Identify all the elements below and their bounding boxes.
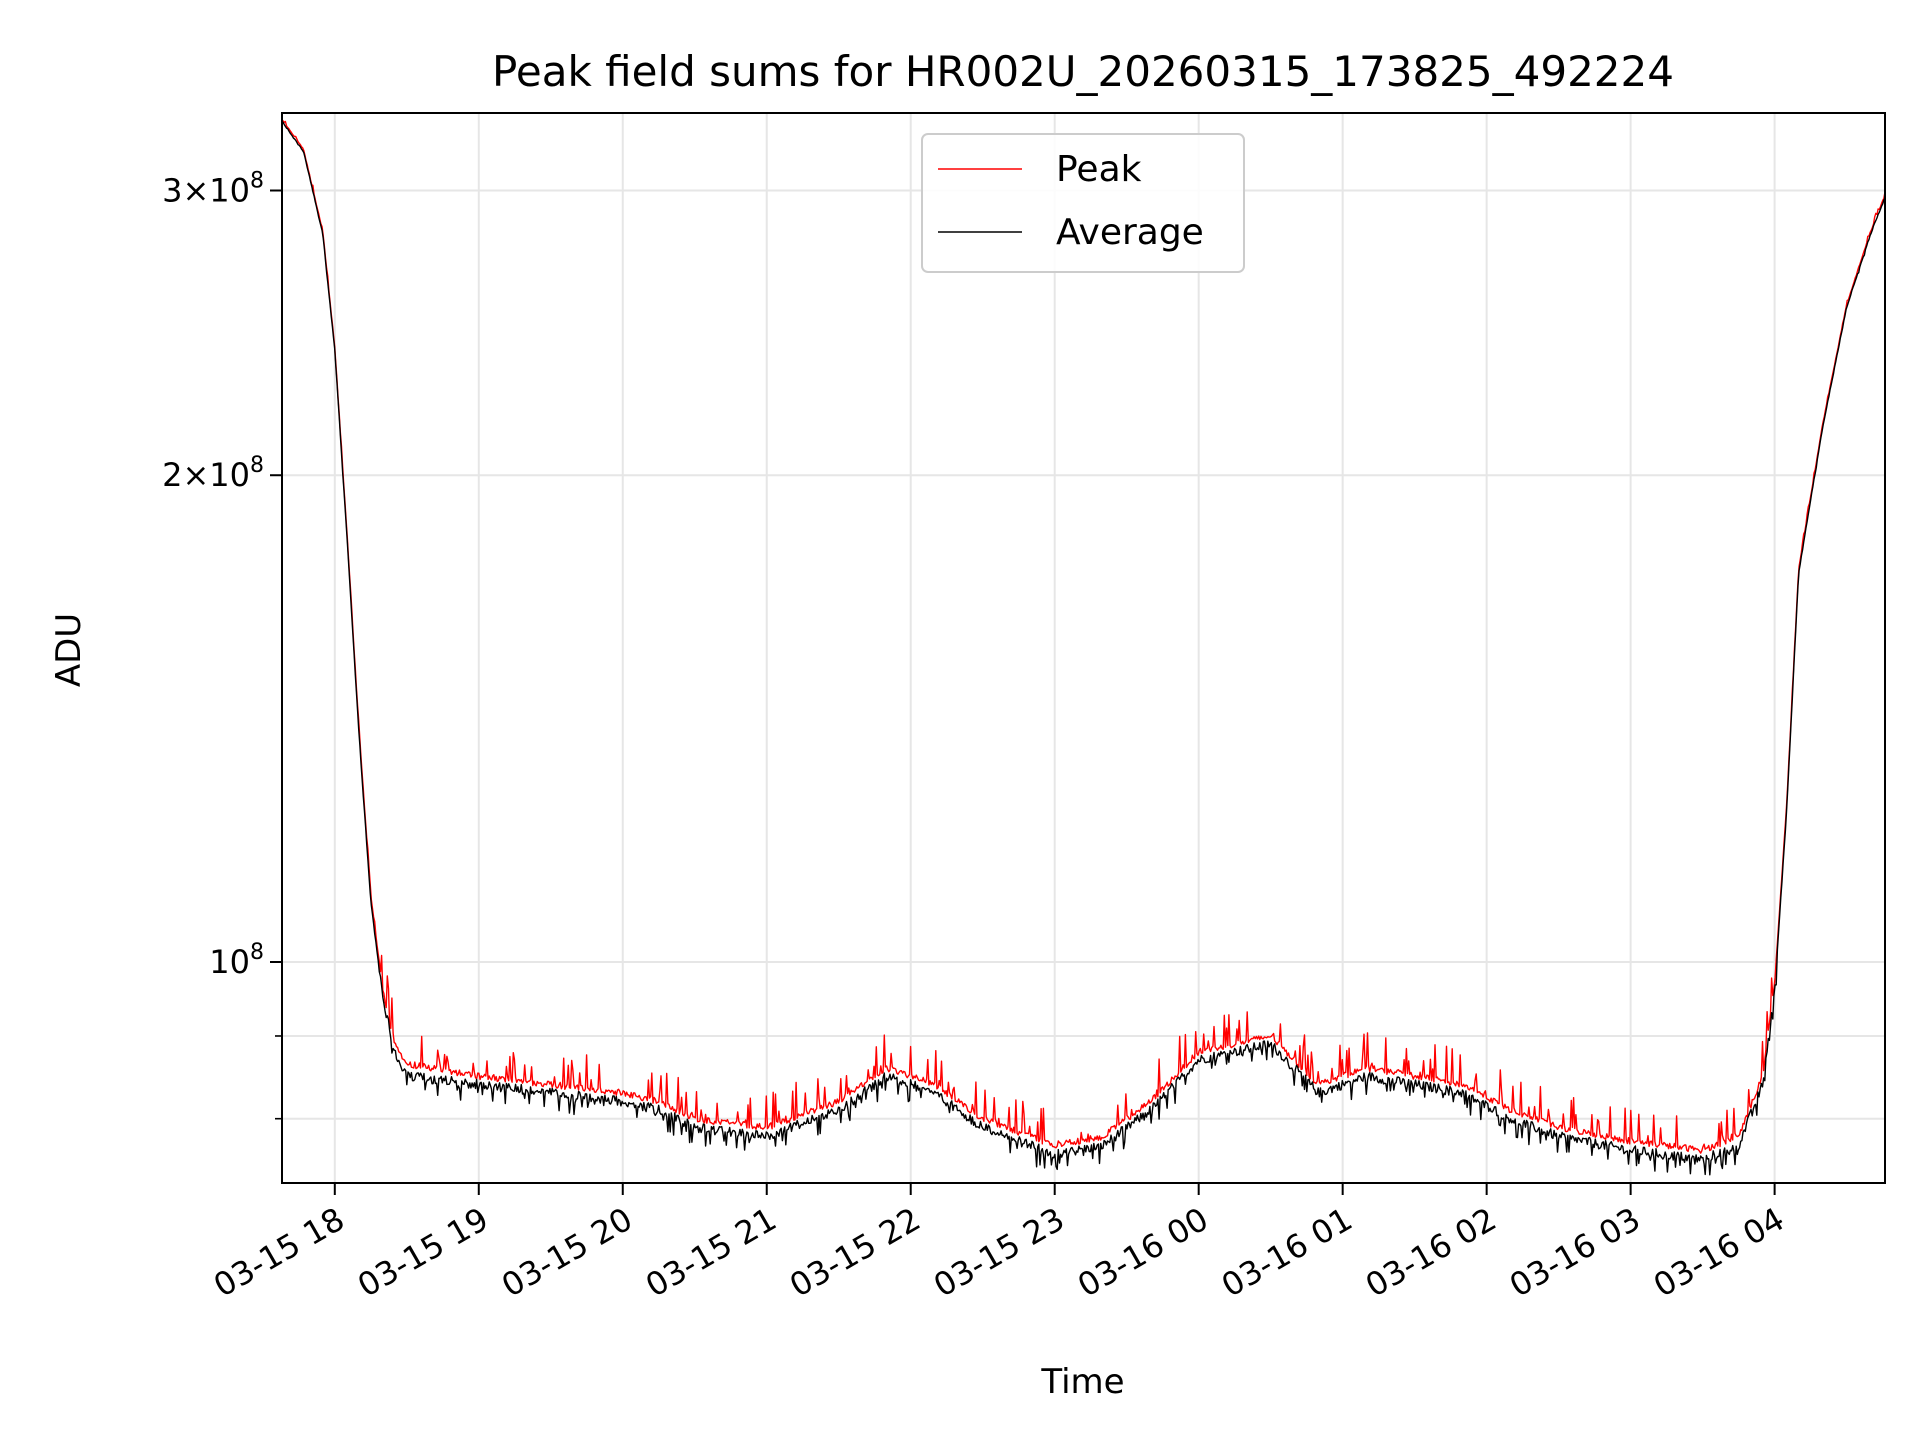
y-tick-label: 2×108: [162, 453, 264, 494]
y-tick-label: 3×108: [162, 168, 264, 209]
legend: Peak Average: [921, 133, 1245, 273]
legend-label-peak: Peak: [1056, 149, 1142, 190]
x-axis-title: Time: [1040, 1362, 1124, 1402]
chart-title: Peak field sums for HR002U_20260315_1738…: [492, 47, 1674, 96]
series-line-average: [281, 121, 1886, 1176]
series-line-peak: [281, 119, 1886, 1154]
legend-label-average: Average: [1056, 212, 1204, 253]
y-axis: 108 2×108 3×108: [162, 168, 282, 1120]
y-axis-title: ADU: [49, 613, 89, 687]
y-tick-label: 108: [209, 940, 264, 981]
series-layer: [281, 119, 1886, 1176]
plot-frame: [281, 112, 1886, 1184]
